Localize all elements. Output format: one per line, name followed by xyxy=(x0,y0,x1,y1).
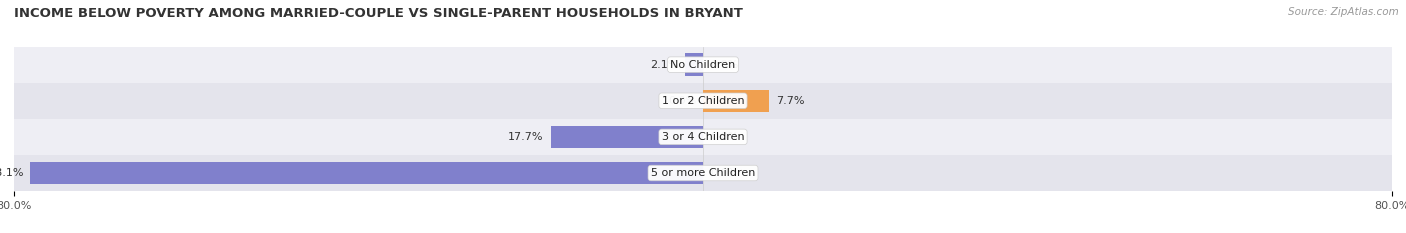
Bar xyxy=(14,83,1392,119)
Bar xyxy=(14,119,1392,155)
Bar xyxy=(551,126,703,148)
Text: 17.7%: 17.7% xyxy=(508,132,544,142)
Text: 0.0%: 0.0% xyxy=(668,96,696,106)
Text: 7.7%: 7.7% xyxy=(776,96,804,106)
Bar xyxy=(14,47,1392,83)
Text: 2.1%: 2.1% xyxy=(650,60,678,70)
Text: 1 or 2 Children: 1 or 2 Children xyxy=(662,96,744,106)
Bar xyxy=(685,53,703,76)
Bar xyxy=(703,89,769,112)
Text: 0.0%: 0.0% xyxy=(710,60,738,70)
Text: 0.0%: 0.0% xyxy=(710,168,738,178)
Text: 0.0%: 0.0% xyxy=(710,132,738,142)
Text: Source: ZipAtlas.com: Source: ZipAtlas.com xyxy=(1288,7,1399,17)
Text: 78.1%: 78.1% xyxy=(0,168,24,178)
Bar xyxy=(14,155,1392,191)
Text: 3 or 4 Children: 3 or 4 Children xyxy=(662,132,744,142)
Text: No Children: No Children xyxy=(671,60,735,70)
Text: INCOME BELOW POVERTY AMONG MARRIED-COUPLE VS SINGLE-PARENT HOUSEHOLDS IN BRYANT: INCOME BELOW POVERTY AMONG MARRIED-COUPL… xyxy=(14,7,742,20)
Bar xyxy=(31,162,703,184)
Text: 5 or more Children: 5 or more Children xyxy=(651,168,755,178)
